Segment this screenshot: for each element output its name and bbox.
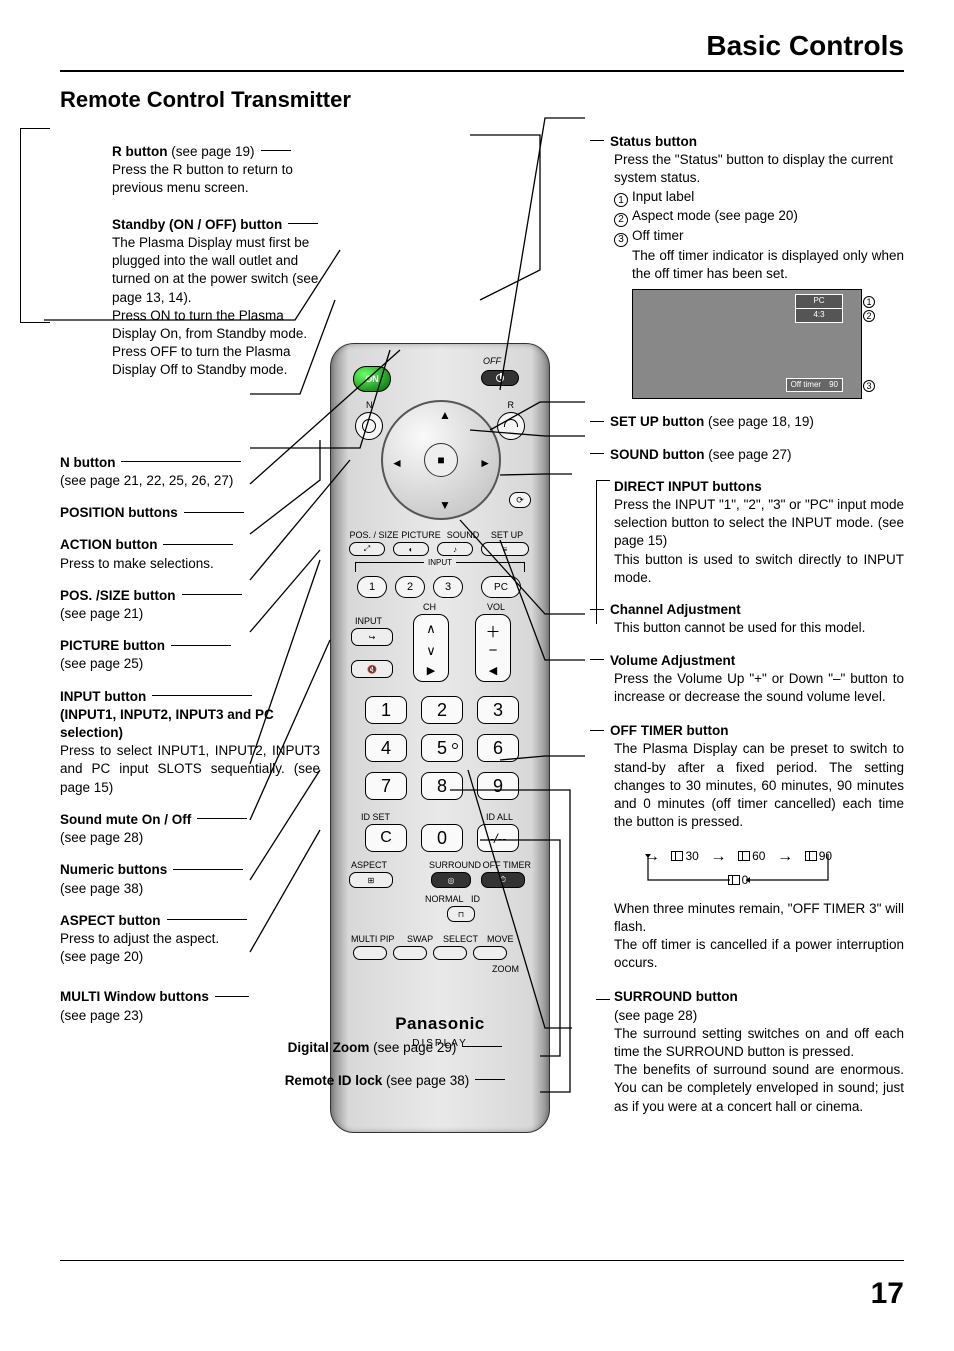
numeric-keypad: 123 456 789 [365, 696, 519, 800]
select-button [433, 946, 467, 960]
possize-button: ⤢ [349, 542, 385, 556]
callout-aspect: ASPECT button Press to adjust the aspect… [60, 912, 320, 967]
bottom-rule [60, 1260, 904, 1261]
on-button: ON [353, 366, 391, 392]
status-button-remote: ⟳ [509, 492, 531, 508]
callout-possize: POS. /SIZE button (see page 21) [60, 587, 320, 623]
right-column: Status button Press the "Status" button … [614, 133, 904, 1130]
r-button-remote [497, 412, 525, 440]
callout-n-button: N button (see page 21, 22, 25, 26, 27) [60, 454, 320, 490]
aspect-button-remote: ⊞ [349, 872, 393, 888]
left-bracket [20, 128, 50, 323]
callout-standby: Standby (ON / OFF) button The Plasma Dis… [60, 216, 320, 380]
callout-volume: Volume Adjustment Press the Volume Up "+… [614, 652, 904, 707]
callout-action: ACTION button Press to make selections. [60, 536, 320, 572]
section-title: Remote Control Transmitter [60, 87, 904, 113]
brand-logo: Panasonic [331, 1014, 549, 1034]
callout-setup: SET UP button (see page 18, 19) [614, 413, 904, 431]
callout-surround: SURROUND button (see page 28) The surrou… [614, 988, 904, 1116]
page-number: 17 [871, 1277, 904, 1311]
callout-status: Status button Press the "Status" button … [614, 133, 904, 399]
callout-sound: SOUND button (see page 27) [614, 446, 904, 464]
input-1: 1 [357, 576, 387, 598]
move-button [473, 946, 507, 960]
callout-mute: Sound mute On / Off (see page 28) [60, 811, 320, 847]
off-button [481, 370, 519, 386]
header-title: Basic Controls [60, 30, 904, 62]
input-2: 2 [395, 576, 425, 598]
offtimer-cycle: → 30 → 60 → 90 0 [628, 840, 848, 892]
input-3: 3 [433, 576, 463, 598]
input-pc: PC [481, 576, 521, 598]
callout-input: INPUT button (INPUT1, INPUT2, INPUT3 and… [60, 688, 320, 797]
swap-button [393, 946, 427, 960]
left-column: R button (see page 19) Press the R butto… [60, 133, 320, 1130]
remote-illustration: ON OFF N R ■ ▲ ▼ ◄ ► ⟳ POS. / SIZE [320, 343, 560, 1133]
mute-button: 🔇 [351, 660, 393, 678]
center-notes: Digital Zoom (see page 29) Remote ID loc… [255, 1040, 535, 1106]
vol-rocker: ＋ − ◀ [475, 614, 511, 682]
callout-direct-input: DIRECT INPUT buttons Press the INPUT "1"… [614, 478, 904, 587]
action-button-remote: ■ [424, 443, 458, 477]
callout-picture: PICTURE button (see page 25) [60, 637, 320, 673]
picture-button-remote: ◐ [393, 542, 429, 556]
surround-button-remote: ◎ [431, 872, 471, 888]
dpad: ■ ▲ ▼ ◄ ► [381, 400, 501, 520]
callout-offtimer: OFF TIMER button The Plasma Display can … [614, 722, 904, 972]
callout-multi: MULTI Window buttons (see page 23) [60, 988, 320, 1024]
normal-id-button: ⊓ [447, 906, 475, 922]
sound-button-remote: ♪ [437, 542, 473, 556]
multipip-button [353, 946, 387, 960]
n-button [355, 412, 383, 440]
ch-rocker: ∧ ∨ ▶ [413, 614, 449, 682]
callout-channel: Channel Adjustment This button cannot be… [614, 601, 904, 637]
callout-position: POSITION buttons [60, 504, 320, 522]
callout-numeric: Numeric buttons (see page 38) [60, 861, 320, 897]
setup-button-remote: ≡ [481, 542, 529, 556]
page-header: Basic Controls [60, 30, 904, 72]
status-preview: PC 4:3 1 2 Off timer90 3 [632, 289, 862, 399]
callout-r-button: R button (see page 19) Press the R butto… [60, 143, 320, 198]
offtimer-button-remote: ⏱ [481, 872, 525, 888]
input-button-remote: ↪ [351, 628, 393, 646]
